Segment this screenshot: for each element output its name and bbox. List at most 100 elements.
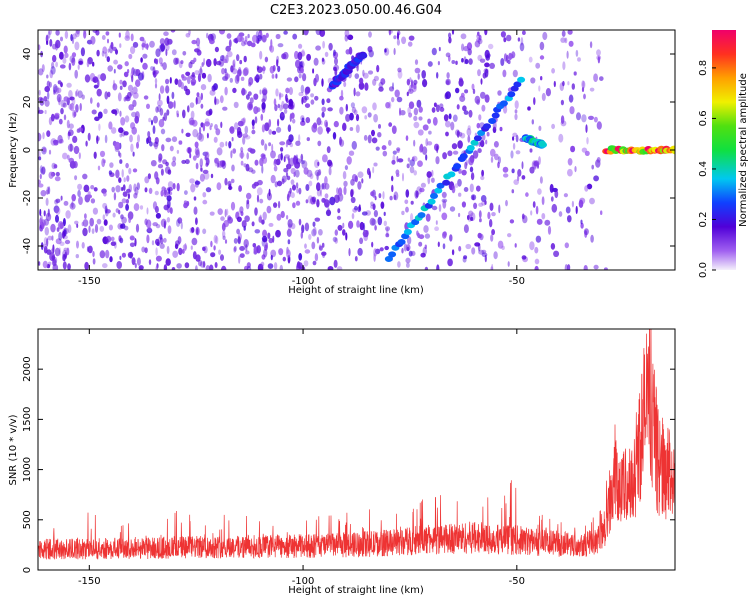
spectrogram-cell: [279, 264, 283, 270]
spectrogram-cell: [99, 250, 106, 259]
spectrogram-cell: [225, 208, 229, 216]
spectrogram-cell: [350, 188, 355, 196]
spectrogram-cell: [225, 45, 231, 52]
spectrogram-cell: [128, 167, 132, 175]
spectrogram-cell: [230, 201, 236, 211]
spectrogram-cell: [42, 260, 48, 269]
spectrogram-cell: [209, 211, 215, 216]
spectrogram-cell: [589, 197, 595, 205]
spectrogram-cell: [257, 179, 263, 186]
spectrogram-cell: [125, 198, 129, 204]
spectrogram-cell: [236, 228, 241, 235]
spectrogram-cell: [195, 265, 198, 270]
spectrogram-cell: [185, 132, 191, 137]
x-tick-label: -50: [509, 276, 525, 287]
spectrogram-cell: [136, 141, 139, 149]
spectrogram-cell: [455, 60, 458, 65]
spectrogram-cell: [488, 43, 494, 50]
spectrogram-cell: [583, 93, 586, 100]
spectrogram-cell: [562, 61, 566, 71]
spectrogram-cell: [233, 245, 237, 252]
spectrogram-cell: [301, 224, 305, 234]
spectrogram-cell: [92, 77, 96, 83]
spectrogram-cell: [354, 73, 360, 79]
spectrogram-cell: [55, 39, 61, 49]
spectrogram-cell: [461, 201, 466, 208]
spectrogram-cell: [408, 250, 413, 257]
spectrogram-cell: [121, 252, 126, 258]
spectrogram-cell: [107, 38, 109, 44]
spectrogram-cell: [322, 40, 325, 49]
spectrogram-cell: [474, 95, 481, 104]
spectrogram-cell: [538, 125, 542, 131]
spectrogram-cell: [334, 57, 338, 66]
spectrogram-cell: [177, 217, 183, 224]
spectrogram-cell: [240, 76, 245, 81]
spectrogram-cell: [405, 257, 411, 264]
spectrogram-cell: [166, 245, 170, 255]
spectrogram-cell: [102, 46, 108, 54]
spectrogram-cell: [261, 235, 268, 242]
spectrogram-cell: [100, 73, 107, 82]
spectrogram-cell: [76, 223, 79, 228]
spectrogram-cell: [146, 103, 150, 110]
spectrogram-cell: [129, 134, 133, 143]
spectrogram-cell: [321, 57, 325, 62]
spectrogram-cell: [161, 144, 165, 152]
spectrogram-cell: [47, 91, 50, 100]
spectrogram-cell: [118, 201, 124, 209]
spectrogram-cell: [305, 117, 311, 124]
spectrogram-cell: [119, 133, 123, 138]
spectrogram-cell: [165, 48, 168, 57]
spectrogram-cell: [521, 213, 525, 220]
spectrogram-cell: [451, 249, 455, 256]
spectrogram-cell: [166, 217, 171, 223]
spectrogram-cell: [533, 160, 540, 167]
spectrogram-cell: [160, 190, 164, 197]
spectrogram-cell: [289, 187, 292, 194]
spectrogram-cell: [177, 236, 182, 245]
spectrogram-cell: [208, 108, 213, 116]
spectrogram-cell: [157, 99, 163, 107]
spectrogram-cell: [454, 183, 459, 188]
spectrogram-cell: [522, 215, 528, 224]
spectrogram-cell: [336, 266, 343, 270]
spectrogram-cell: [239, 59, 243, 65]
spectrogram-cell: [264, 56, 269, 63]
spectrogram-cell: [437, 61, 440, 66]
spectrogram-cell: [132, 86, 138, 95]
colorbar-tick-label: 0.8: [698, 60, 709, 76]
spectrogram-cell: [81, 242, 85, 249]
spectrogram-feature-point: [459, 153, 468, 160]
spectrogram-cell: [539, 55, 545, 60]
spectrogram-cell: [345, 232, 348, 241]
colorbar-gradient: [712, 30, 736, 270]
spectrogram-cell: [76, 240, 79, 249]
spectrogram-cell: [431, 107, 436, 113]
spectrogram-cell: [248, 103, 253, 109]
spectrogram-cell: [507, 261, 510, 267]
spectrogram-cell: [600, 210, 603, 215]
spectrogram-cell: [155, 212, 161, 219]
spectrogram-cell: [423, 225, 429, 233]
spectrogram-cell: [81, 221, 85, 227]
spectrogram-cell: [64, 228, 69, 235]
spectrogram-cell: [405, 206, 409, 213]
spectrogram-cell: [84, 261, 89, 270]
spectrogram-cell: [377, 132, 382, 138]
spectrogram-cell: [199, 158, 203, 168]
spectrogram-cell: [280, 210, 285, 219]
spectrogram-cell: [223, 58, 227, 64]
spectrogram-cell: [49, 252, 55, 262]
spectrogram-cell: [181, 74, 185, 79]
spectrogram-cell: [304, 95, 309, 101]
spectrogram-cell: [417, 160, 423, 167]
spectrogram-cell: [141, 246, 146, 253]
spectrogram-cell: [458, 192, 462, 197]
spectrogram-cell: [202, 192, 207, 198]
spectrogram-cell: [451, 60, 456, 64]
spectrogram-cell: [182, 244, 188, 251]
spectrogram-cell: [477, 243, 481, 252]
spectrogram-cell: [55, 61, 58, 68]
spectrogram-cell: [399, 107, 401, 117]
